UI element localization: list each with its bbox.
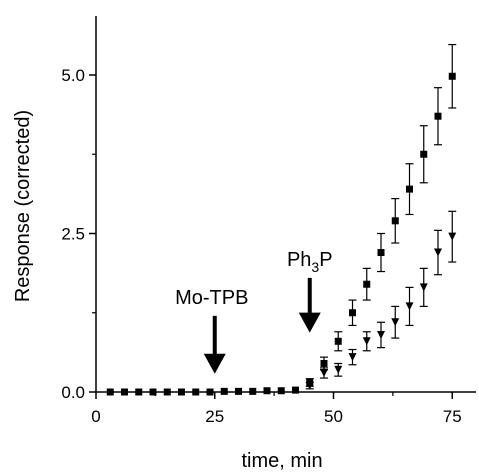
data-point (434, 248, 442, 257)
data-point (135, 388, 143, 396)
ticks: 0 25 50 75 0.0 2.5 5.0 (61, 66, 461, 426)
data-point (334, 337, 342, 345)
data-point (277, 387, 285, 395)
x-tick-label: 25 (205, 407, 224, 426)
data-point (149, 388, 157, 396)
data-point (334, 365, 343, 374)
data-point (391, 318, 400, 327)
data-point (448, 72, 456, 80)
data-point (263, 387, 271, 395)
data-point (320, 359, 328, 367)
annotation-label: Mo-TPB (175, 287, 248, 309)
data-point (121, 388, 128, 396)
data-point (419, 283, 428, 292)
data-point (206, 388, 214, 396)
x-tick-label: 0 (91, 407, 100, 426)
data-point (349, 309, 356, 317)
data-point (320, 368, 328, 377)
data-point (178, 388, 185, 396)
arrow-head (203, 353, 226, 374)
data-point (163, 388, 171, 396)
data-point (362, 337, 371, 346)
annotation-subscript: 3 (311, 259, 319, 275)
series-2 (305, 210, 457, 390)
data-point (305, 381, 314, 390)
data-point (377, 249, 385, 257)
series-1 (106, 43, 457, 396)
annotation-label: Ph3P (287, 249, 333, 275)
data-point (235, 387, 242, 395)
data-point (377, 330, 385, 339)
x-tick-label: 75 (443, 407, 462, 426)
data-point (420, 150, 428, 158)
y-tick-label: 5.0 (61, 66, 85, 85)
series-layer (106, 43, 457, 396)
data-point (106, 388, 114, 396)
x-tick-label: 50 (324, 407, 343, 426)
data-point (249, 387, 257, 395)
annotations: Mo-TPB Ph3P (175, 249, 333, 374)
y-axis-title: Response (corrected) (12, 110, 34, 302)
axes (95, 16, 476, 393)
data-point (405, 302, 414, 311)
data-point (220, 387, 228, 395)
data-point (434, 112, 442, 120)
data-point (292, 386, 299, 394)
data-point (391, 217, 399, 225)
data-point (192, 388, 200, 396)
data-point (348, 353, 357, 362)
annotation-text: Ph (287, 249, 311, 271)
data-point (363, 280, 371, 288)
arrow-head (298, 312, 321, 333)
data-point (448, 232, 457, 241)
data-point (406, 185, 413, 193)
annotation-text: P (319, 249, 332, 271)
x-axis-title: time, min (241, 450, 322, 472)
y-tick-label: 2.5 (61, 225, 85, 244)
y-tick-label: 0.0 (61, 383, 85, 402)
